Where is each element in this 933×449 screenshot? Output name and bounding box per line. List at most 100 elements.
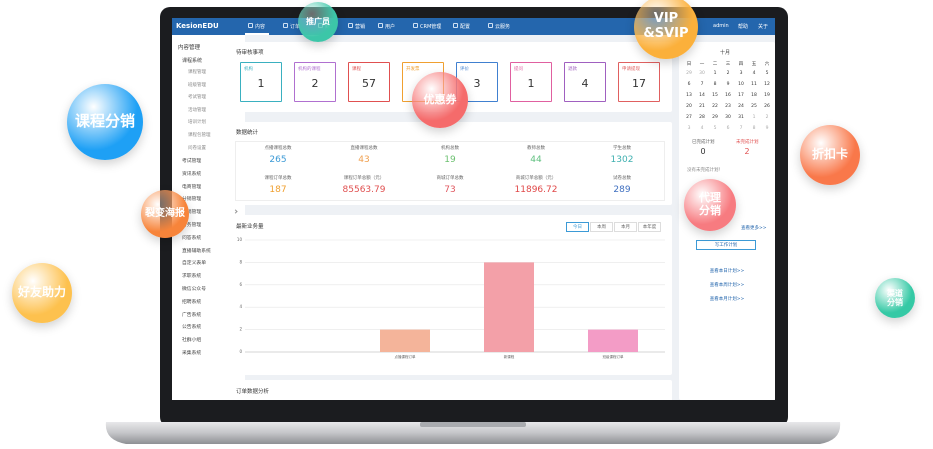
calendar-day[interactable]: 23 xyxy=(725,104,731,109)
calendar-day[interactable]: 29 xyxy=(686,71,692,76)
feature-bubble[interactable]: 课程分销 xyxy=(67,84,143,160)
sidebar-item[interactable]: 财务管理 xyxy=(182,223,202,228)
calendar-day[interactable]: 15 xyxy=(712,93,718,98)
more-link[interactable]: 查看更多>> xyxy=(741,226,767,231)
calendar-day[interactable]: 16 xyxy=(725,93,731,98)
tab[interactable]: 今日 xyxy=(566,222,589,232)
calendar-day[interactable]: 17 xyxy=(738,93,744,98)
calendar-day[interactable]: 7 xyxy=(739,126,743,131)
sidebar-sub[interactable]: 班级管理 xyxy=(188,82,206,88)
calendar-day[interactable]: 4 xyxy=(700,126,704,131)
feature-bubble[interactable]: VIP &SVIP xyxy=(634,0,698,59)
calendar-day[interactable]: 26 xyxy=(764,104,770,109)
sidebar-sub[interactable]: 课程包管理 xyxy=(188,133,211,138)
nav-item[interactable]: 配置 xyxy=(460,24,471,30)
user-item[interactable]: admin xyxy=(713,23,729,29)
sidebar-item[interactable]: 公告系统 xyxy=(182,325,202,331)
calendar-day[interactable]: 11 xyxy=(751,82,757,87)
plan-link[interactable]: 查看本日计划>> xyxy=(709,269,745,274)
task-card[interactable]: 课程 57 xyxy=(348,62,390,102)
sidebar-item[interactable]: 采集系统 xyxy=(182,351,202,356)
calendar-day[interactable]: 1 xyxy=(752,115,756,120)
sidebar-item[interactable]: 招聘系统 xyxy=(182,299,202,305)
nav-item[interactable]: CRM管理 xyxy=(420,24,442,30)
feature-bubble[interactable]: 代理 分销 xyxy=(684,179,736,231)
nav-item[interactable]: 内容 xyxy=(255,24,266,30)
calendar-day[interactable]: 6 xyxy=(726,126,730,131)
plan-link[interactable]: 查看本周计划>> xyxy=(709,283,745,288)
calendar-day[interactable]: 30 xyxy=(699,71,705,76)
calendar-day[interactable]: 2 xyxy=(765,115,769,120)
sidebar-sub[interactable]: 活动管理 xyxy=(188,107,206,113)
feature-bubble[interactable]: 好友助力 xyxy=(12,263,72,323)
sidebar-sub[interactable]: 培训计划 xyxy=(188,120,206,126)
sidebar-item[interactable]: 资讯系统 xyxy=(182,171,202,177)
sidebar-item[interactable]: 求职系统 xyxy=(182,274,202,280)
calendar-day[interactable]: 5 xyxy=(765,71,769,76)
sidebar-item[interactable]: 社群小组 xyxy=(182,338,202,344)
calendar-day[interactable]: 7 xyxy=(700,82,704,87)
calendar-day[interactable]: 21 xyxy=(699,104,705,109)
sidebar-item[interactable]: 营销管理 xyxy=(182,210,202,216)
nav-item[interactable]: 用户 xyxy=(385,24,396,30)
sidebar-sub[interactable]: 考试管理 xyxy=(188,95,206,101)
tab[interactable]: 本月 xyxy=(614,222,637,232)
calendar-day[interactable]: 2 xyxy=(726,71,730,76)
feature-bubble[interactable]: 优惠券 xyxy=(412,72,468,128)
calendar-day[interactable]: 1 xyxy=(713,71,717,76)
sidebar-item[interactable]: 分销管理 xyxy=(182,197,202,203)
calendar-day[interactable]: 3 xyxy=(687,126,691,131)
calendar-day[interactable]: 3 xyxy=(739,71,743,76)
calendar-day[interactable]: 10 xyxy=(738,82,744,87)
tab[interactable]: 本年度 xyxy=(638,222,661,232)
calendar-day[interactable]: 4 xyxy=(752,71,756,76)
calendar-day[interactable]: 28 xyxy=(699,115,705,120)
tab[interactable]: 本周 xyxy=(590,222,613,232)
user-item[interactable]: 关于 xyxy=(758,24,769,30)
feature-bubble[interactable]: 裂变海报 xyxy=(141,190,189,238)
calendar-day[interactable]: 8 xyxy=(752,126,756,131)
calendar-day[interactable]: 8 xyxy=(713,82,717,87)
sidebar-item[interactable]: 直播辅助系统 xyxy=(182,248,211,254)
sidebar-item[interactable]: 问答系统 xyxy=(182,235,202,241)
sidebar-sub[interactable]: 课程管理 xyxy=(188,70,206,75)
calendar-day[interactable]: 6 xyxy=(687,82,691,87)
sidebar-item[interactable]: 自定义表单 xyxy=(182,261,206,267)
sidebar-item[interactable]: 电商管理 xyxy=(182,184,202,190)
write-button[interactable]: 写工作计划 xyxy=(696,240,756,250)
sidebar-group[interactable]: 课程系统 xyxy=(182,58,203,64)
task-card[interactable]: 申请提现 17 xyxy=(618,62,660,102)
task-card[interactable]: 退款 4 xyxy=(564,62,606,102)
calendar-day[interactable]: 27 xyxy=(686,115,692,120)
calendar-day[interactable]: 24 xyxy=(738,104,744,109)
feature-bubble[interactable]: 折扣卡 xyxy=(800,125,860,185)
calendar-day[interactable]: 31 xyxy=(738,115,744,120)
calendar-day[interactable]: 19 xyxy=(764,93,770,98)
nav-item[interactable]: 订单 xyxy=(290,24,301,30)
calendar-day[interactable]: 22 xyxy=(712,104,718,109)
calendar-day[interactable]: 9 xyxy=(765,126,769,131)
feature-bubble[interactable]: 推广员 xyxy=(298,2,338,42)
sidebar-item[interactable]: 考试管理 xyxy=(182,159,202,164)
nav-item[interactable]: 云服务 xyxy=(495,24,511,30)
task-card[interactable]: 机构的课程 2 xyxy=(294,62,336,102)
calendar-day[interactable]: 30 xyxy=(725,115,731,120)
calendar-day[interactable]: 29 xyxy=(712,115,718,120)
calendar-day[interactable]: 25 xyxy=(751,104,757,109)
sidebar-item[interactable]: 微信公众号 xyxy=(182,287,206,292)
sidebar-sub[interactable]: 问卷设置 xyxy=(188,145,206,151)
calendar-day[interactable]: 13 xyxy=(686,93,692,98)
calendar-day[interactable]: 18 xyxy=(751,93,757,98)
calendar-day[interactable]: 5 xyxy=(713,126,717,131)
calendar-day[interactable]: 14 xyxy=(699,93,705,98)
calendar-day[interactable]: 9 xyxy=(726,82,730,87)
task-card[interactable]: 提问 1 xyxy=(510,62,552,102)
feature-bubble[interactable]: 渠道 分销 xyxy=(875,278,915,318)
sidebar-item[interactable]: 广告系统 xyxy=(182,312,202,318)
task-card[interactable]: 机构 1 xyxy=(240,62,282,102)
nav-item[interactable]: 营销 xyxy=(355,24,366,30)
calendar-day[interactable]: 20 xyxy=(686,104,692,109)
calendar-day[interactable]: 12 xyxy=(764,82,770,87)
user-item[interactable]: 帮助 xyxy=(738,24,749,30)
plan-link[interactable]: 查看本月计划>> xyxy=(709,297,745,302)
